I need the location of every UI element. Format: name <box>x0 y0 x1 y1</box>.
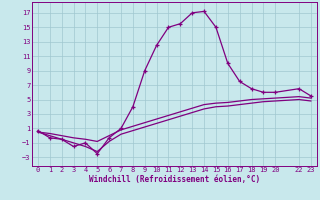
X-axis label: Windchill (Refroidissement éolien,°C): Windchill (Refroidissement éolien,°C) <box>89 175 260 184</box>
